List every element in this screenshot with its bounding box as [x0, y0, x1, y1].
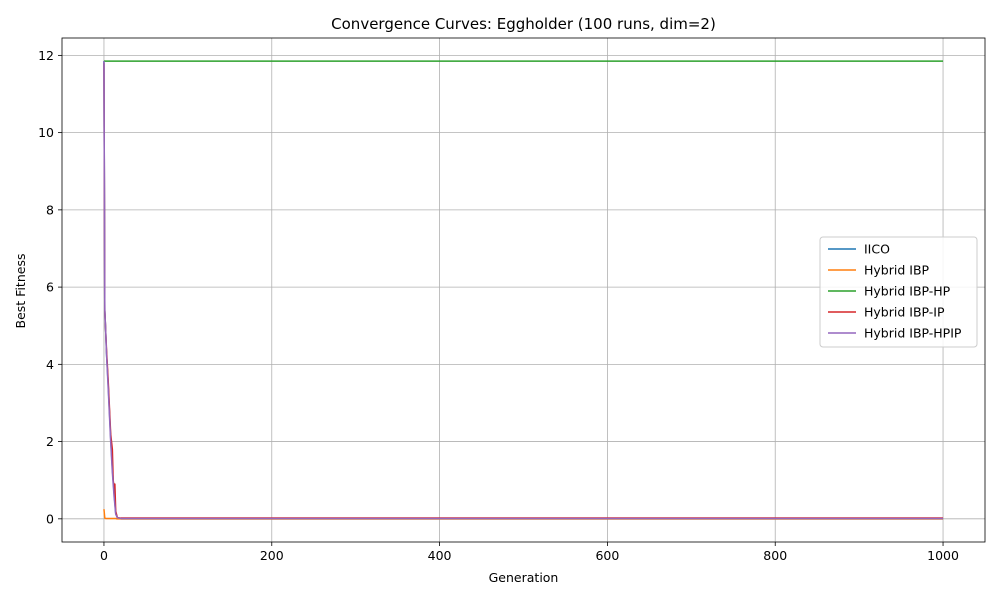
legend-box [819, 236, 978, 348]
x-tick-label: 1000 [927, 548, 959, 563]
series-lines [103, 60, 944, 520]
x-tick-label: 200 [260, 548, 284, 563]
x-axis-title: Generation [489, 570, 559, 585]
y-tick-label: 0 [46, 511, 54, 526]
legend-label: Hybrid IBP-IP [864, 305, 945, 320]
y-tick-label: 4 [46, 357, 54, 372]
series-line-hybrid-ibp-hpip [103, 61, 944, 520]
legend-label: IICO [864, 242, 890, 257]
legend-label: Hybrid IBP [864, 263, 930, 278]
y-tick-label: 12 [38, 48, 54, 63]
plot-frame [61, 37, 986, 543]
legend-label: Hybrid IBP-HPIP [864, 326, 962, 341]
y-tick-label: 8 [46, 202, 54, 217]
x-tick-label: 400 [428, 548, 452, 563]
x-tick-label: 0 [100, 548, 108, 563]
y-tick-label: 10 [38, 125, 54, 140]
y-axis-title: Best Fitness [13, 254, 28, 329]
y-tick-label: 6 [46, 280, 54, 295]
y-tick-label: 2 [46, 434, 54, 449]
chart-title: Convergence Curves: Eggholder (100 runs,… [331, 15, 716, 33]
legend-label: Hybrid IBP-HP [864, 284, 951, 299]
legend: IICO Hybrid IBP Hybrid IBP-HP Hybrid IBP-IP… [819, 236, 978, 348]
x-tick-label: 800 [763, 548, 787, 563]
axis-ticks: 0 200 400 600 800 1000 0 2 4 6 8 10 12 [38, 48, 959, 563]
series-line-hybrid-ibp [103, 509, 944, 520]
x-tick-label: 600 [595, 548, 619, 563]
